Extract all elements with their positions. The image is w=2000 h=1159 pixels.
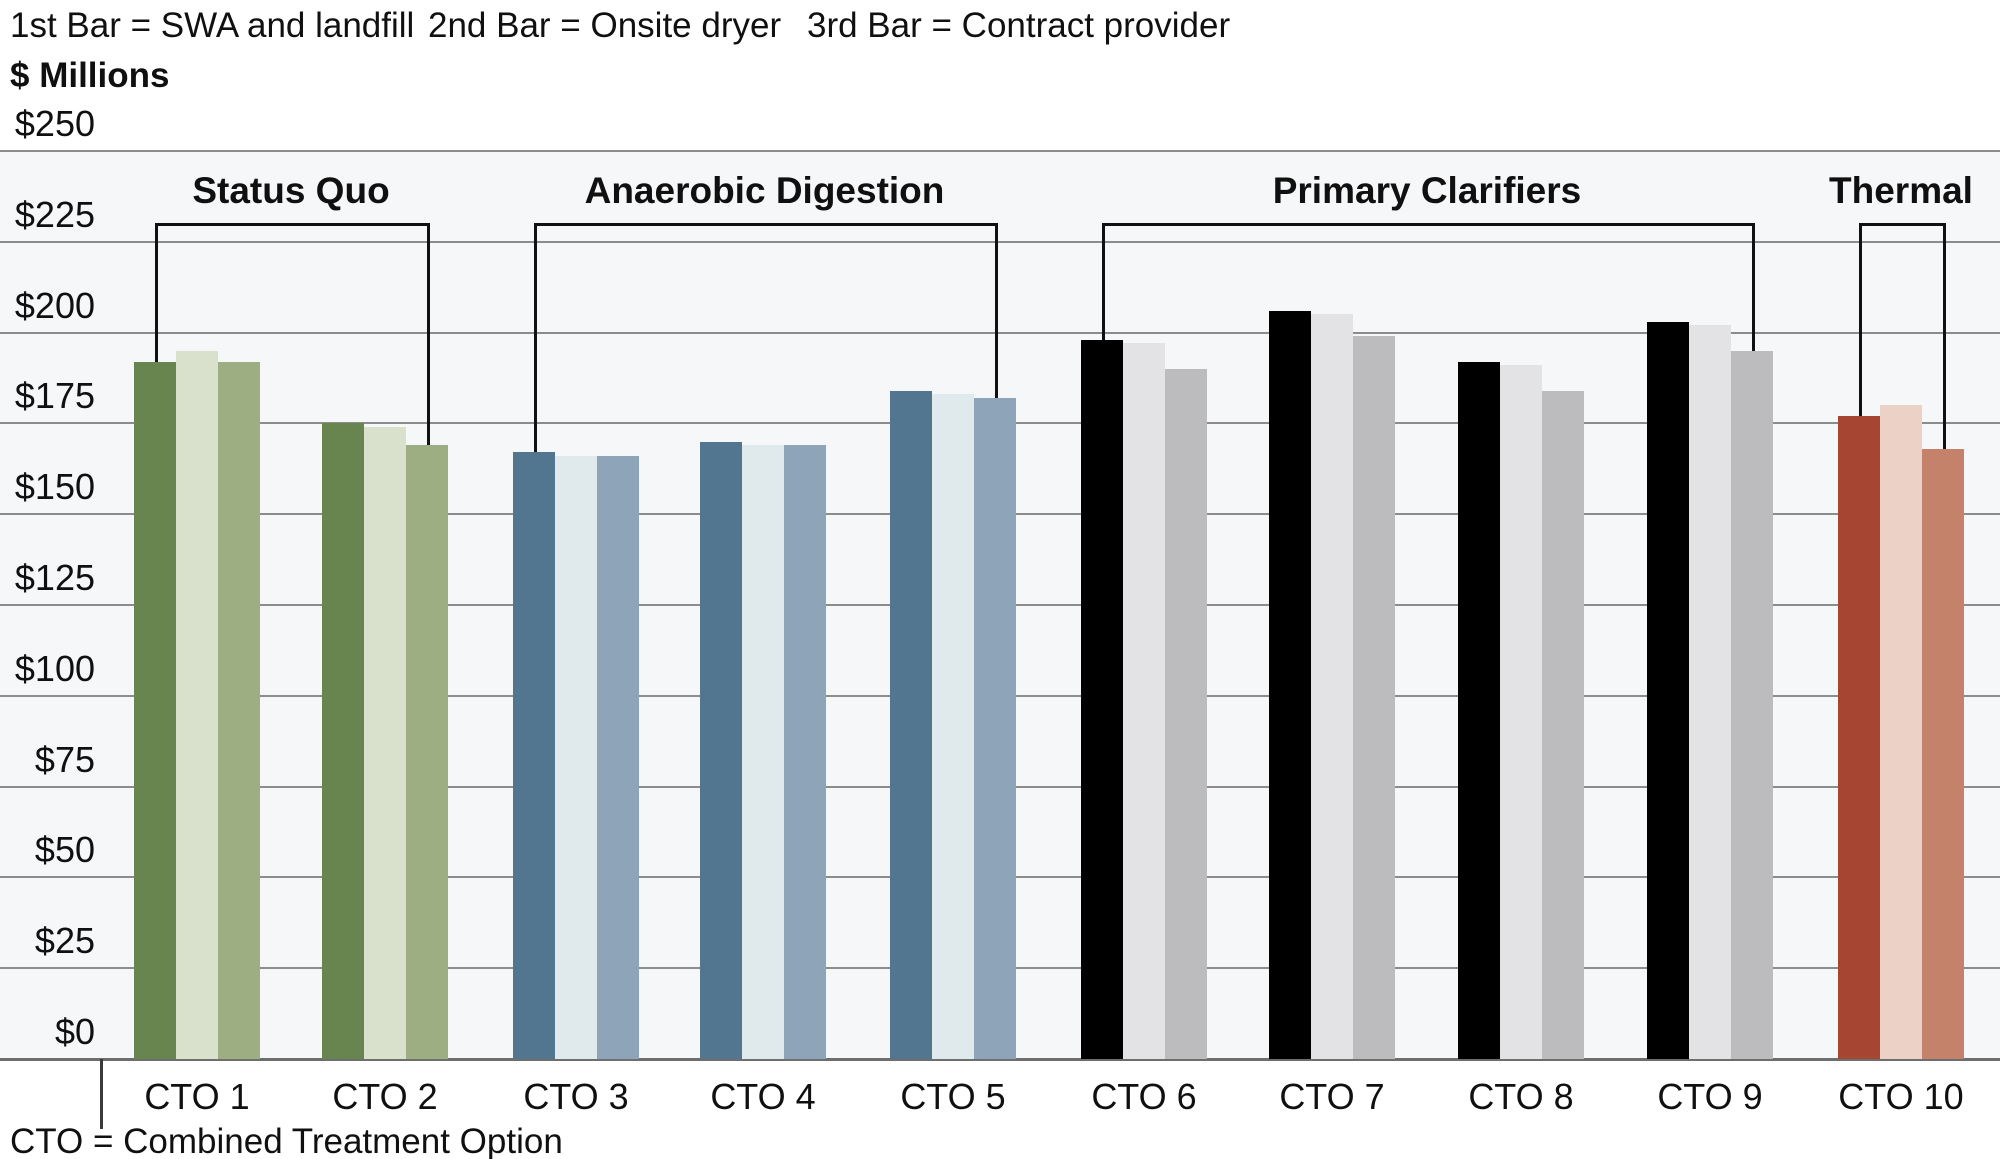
bar-cto1-s2 [176, 350, 218, 1059]
group-label: Anaerobic Digestion [584, 170, 945, 211]
group-bracket-right [1752, 223, 1755, 351]
bar-cto9-s2 [1689, 325, 1731, 1059]
bar-cto10-s2 [1880, 405, 1922, 1059]
x-tick-label: CTO 6 [1091, 1076, 1197, 1117]
bar-cto6-s3 [1165, 368, 1207, 1059]
y-tick-label: $50 [34, 829, 95, 871]
group-label: Status Quo [192, 170, 390, 211]
x-tick-label: CTO 4 [710, 1076, 816, 1117]
y-tick-label: $75 [34, 738, 95, 780]
bar-cto7-s3 [1353, 336, 1395, 1059]
y-tick-label: $200 [14, 284, 95, 326]
y-axis-title: $ Millions [10, 56, 170, 95]
bar-cto8-s2 [1500, 365, 1542, 1059]
bar-cto2-s2 [364, 427, 406, 1059]
bar-cto4-s3 [784, 445, 826, 1059]
x-tick-label: CTO 10 [1838, 1076, 1964, 1117]
bar-cto2-s3 [406, 445, 448, 1059]
bar-cto5-s3 [974, 397, 1016, 1059]
bar-cto9-s3 [1731, 350, 1773, 1059]
group-bracket [534, 223, 998, 226]
bar-cto7-s1 [1269, 310, 1311, 1059]
group-label: Primary Clarifiers [1272, 170, 1582, 211]
group-bracket-left [534, 223, 537, 453]
bar-cto9-s1 [1647, 321, 1689, 1059]
bar-cto10-s1 [1838, 416, 1880, 1059]
y-tick-label: $100 [14, 647, 95, 689]
bar-cto3-s1 [513, 452, 555, 1059]
y-tick-label: $150 [14, 466, 95, 508]
bar-cto5-s2 [932, 394, 974, 1059]
group-bracket-right [427, 223, 430, 446]
gridline [0, 331, 2000, 334]
axis-left-tick [100, 1059, 103, 1129]
y-tick-label: $225 [14, 193, 95, 235]
bar-cto1-s1 [134, 361, 176, 1059]
bar-cto1-s3 [218, 361, 260, 1059]
bar-cto7-s2 [1311, 314, 1353, 1059]
bar-cto8-s1 [1458, 361, 1500, 1059]
bar-cto8-s3 [1542, 390, 1584, 1059]
bar-cto10-s3 [1922, 448, 1964, 1059]
bar-cto4-s2 [742, 445, 784, 1059]
group-bracket-left [1859, 223, 1862, 417]
x-tick-label: CTO 3 [523, 1076, 629, 1117]
group-bracket-right [995, 223, 998, 398]
y-tick-label: $175 [14, 375, 95, 417]
group-label: Thermal [1829, 170, 1973, 211]
group-bracket-left [1102, 223, 1105, 340]
x-tick-label: CTO 5 [900, 1076, 1006, 1117]
y-tick-label: $0 [54, 1011, 95, 1052]
gridline [0, 150, 2000, 152]
group-bracket [155, 223, 430, 226]
bar-cto2-s1 [322, 423, 364, 1059]
y-tick-label: $125 [14, 557, 95, 598]
group-bracket-right [1943, 223, 1946, 449]
group-bracket [1102, 223, 1755, 226]
x-tick-label: CTO 7 [1279, 1076, 1385, 1117]
legend-item-2: 2nd Bar = Onsite dryer [428, 6, 782, 45]
x-tick-label: CTO 1 [144, 1076, 250, 1117]
bar-cto5-s1 [890, 390, 932, 1059]
bar-cto3-s3 [597, 456, 639, 1059]
x-tick-label: CTO 8 [1468, 1076, 1574, 1117]
x-tick-label: CTO 9 [1657, 1076, 1763, 1117]
group-bracket [1859, 223, 1946, 226]
gridline [0, 240, 2000, 243]
bar-cto6-s2 [1123, 343, 1165, 1059]
y-tick-label: $250 [14, 103, 95, 144]
bar-cto3-s2 [555, 456, 597, 1059]
bar-cto4-s1 [700, 441, 742, 1059]
legend-item-3: 3rd Bar = Contract provider [807, 6, 1231, 45]
x-axis-line [0, 1058, 2000, 1061]
footnote: CTO = Combined Treatment Option [10, 1122, 563, 1159]
x-tick-label: CTO 2 [332, 1076, 438, 1117]
bar-cto6-s1 [1081, 339, 1123, 1059]
y-tick-label: $25 [34, 920, 95, 962]
group-bracket-left [155, 223, 158, 362]
legend-item-1: 1st Bar = SWA and landfill [10, 6, 415, 45]
